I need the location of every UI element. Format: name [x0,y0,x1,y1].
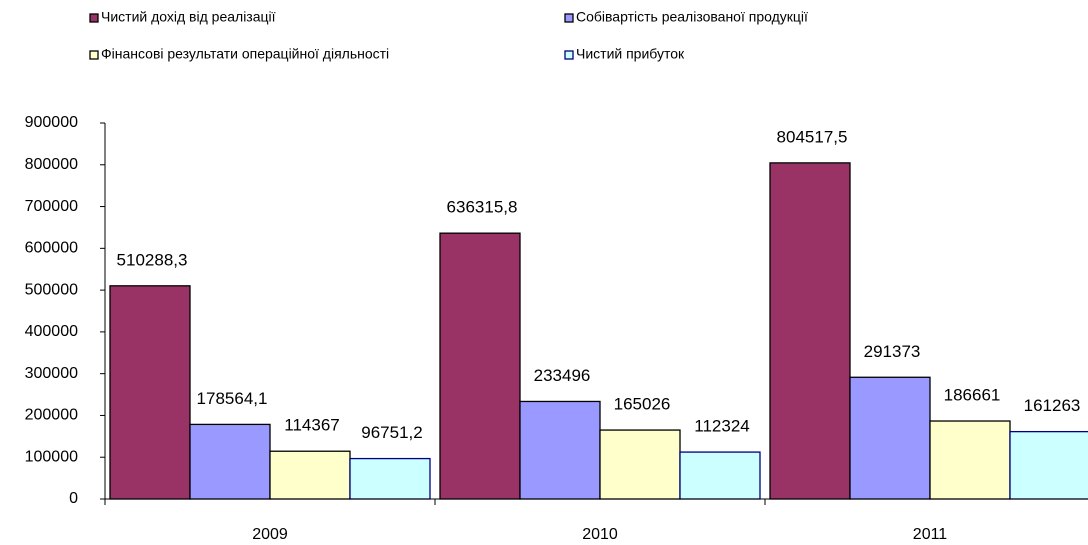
value-label: 291373 [864,342,921,361]
legend-swatch [89,50,99,60]
y-tick-label: 500000 [25,281,78,298]
y-tick-label: 600000 [25,240,78,257]
bar [929,420,1011,500]
value-label: 96751,2 [361,423,422,442]
y-tick-label: 0 [69,490,78,507]
y-tick-label: 900000 [25,114,78,131]
bar [679,451,761,500]
value-label: 233496 [534,366,591,385]
value-label: 165026 [614,395,671,414]
legend-swatch [89,13,99,23]
bar [849,376,931,500]
y-tick-label: 300000 [25,365,78,382]
value-label: 161263 [1024,396,1081,415]
bar [109,285,191,500]
bar [599,429,681,500]
value-label: 510288,3 [117,250,188,269]
x-tick-label: 2010 [582,526,618,543]
value-label: 804517,5 [777,127,848,146]
bar [769,162,851,500]
bar [349,457,431,500]
y-tick-label: 800000 [25,156,78,173]
value-label: 186661 [944,386,1001,405]
y-tick-label: 700000 [25,198,78,215]
x-tick-label: 2009 [252,526,288,543]
bar [519,400,601,500]
value-label: 636315,8 [447,198,518,217]
bar [269,450,351,500]
legend-label: Собівартість реалізованої продукції [576,9,808,25]
bar [1009,430,1088,500]
bar [189,423,271,500]
y-tick-label: 400000 [25,323,78,340]
value-label: 114367 [284,416,339,435]
legend-label: Чистий дохід від реалізації [101,9,276,25]
legend-label: Чистий прибуток [576,46,685,62]
y-tick-label: 200000 [25,407,78,424]
x-tick-label: 2011 [913,526,948,543]
legend-label: Фінансові результати операційної діяльно… [101,46,389,62]
value-label: 112324 [694,417,749,436]
legend-swatch [564,13,574,23]
legend-swatch [564,50,574,60]
y-tick-label: 100000 [25,448,78,465]
bar [439,232,521,500]
value-label: 178564,1 [197,389,268,408]
